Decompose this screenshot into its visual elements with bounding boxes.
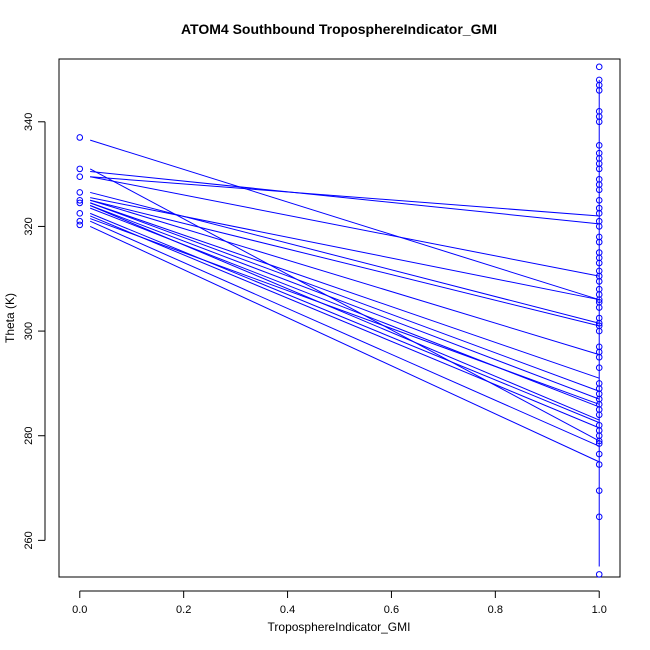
- series-line-segment: [89, 202, 600, 392]
- data-point: [76, 189, 84, 196]
- data-point: [595, 513, 603, 521]
- data-point: [595, 437, 603, 445]
- data-point: [595, 411, 603, 419]
- data-point: [595, 223, 603, 230]
- y-axis-label: Theta (K): [3, 293, 17, 343]
- series-line-segment: [89, 218, 600, 405]
- x-tick-label: 0.2: [176, 604, 191, 616]
- data-point: [595, 296, 603, 303]
- x-axis-label: TroposphereIndicator_GMI: [268, 620, 411, 634]
- series-line-segment: [90, 176, 600, 277]
- data-point: [76, 221, 84, 229]
- data-point: [595, 238, 603, 246]
- data-point: [595, 319, 603, 327]
- data-point: [595, 210, 603, 217]
- x-tick-label: 0.6: [384, 604, 399, 616]
- data-point: [595, 118, 603, 126]
- y-tick-label: 300: [23, 322, 35, 340]
- y-tick-label: 280: [23, 427, 35, 445]
- data-point: [76, 199, 84, 207]
- x-tick-label: 1.0: [592, 604, 607, 616]
- series-line-segment: [90, 170, 600, 225]
- series-line-segment: [90, 197, 600, 301]
- x-tick-label: 0.0: [72, 604, 87, 616]
- series-line-segment: [90, 176, 600, 217]
- data-point: [595, 571, 603, 578]
- data-point: [76, 217, 84, 225]
- data-point: [76, 196, 84, 204]
- data-point: [595, 487, 603, 494]
- data-point: [595, 440, 603, 447]
- data-point: [595, 196, 603, 204]
- data-point: [595, 450, 603, 458]
- series-line-segment: [89, 207, 600, 408]
- data-point: [595, 259, 603, 267]
- series-line-segment: [89, 205, 600, 400]
- series-points: [76, 63, 603, 578]
- data-point: [76, 210, 84, 217]
- data-point: [595, 304, 603, 311]
- series-line-segment: [90, 199, 600, 327]
- data-point: [595, 87, 603, 94]
- chart-title: ATOM4 Southbound TroposphereIndicator_GM…: [181, 21, 497, 37]
- data-point: [595, 364, 603, 372]
- x-axis: 0.0 0.2 0.4 0.6 0.8 1.0: [72, 590, 607, 616]
- data-point: [595, 63, 603, 71]
- y-axis: 260 280 300 320 340: [23, 113, 46, 550]
- data-point: [595, 142, 603, 149]
- data-point: [595, 165, 603, 173]
- data-point: [595, 278, 603, 285]
- series-line-segment: [90, 202, 600, 379]
- y-tick-label: 260: [23, 531, 35, 549]
- series-lines: [89, 79, 600, 567]
- y-tick-label: 340: [23, 113, 35, 131]
- series-line-segment: [90, 199, 600, 356]
- series-line-segment: [89, 215, 600, 429]
- x-tick-label: 0.4: [280, 604, 295, 616]
- data-point: [595, 353, 603, 361]
- data-point: [595, 461, 603, 468]
- data-point: [595, 186, 603, 194]
- series-line-segment: [89, 212, 600, 424]
- series-line-segment: [90, 191, 600, 324]
- series-line-segment: [89, 220, 600, 447]
- x-tick-label: 0.8: [488, 604, 503, 616]
- data-point: [76, 134, 84, 141]
- data-point: [76, 165, 84, 173]
- data-point: [76, 173, 84, 181]
- plot-frame: [58, 58, 621, 578]
- series-line-segment: [90, 139, 600, 301]
- series-line-segment: [89, 225, 600, 463]
- y-tick-label: 320: [23, 217, 35, 235]
- data-point: [595, 327, 603, 335]
